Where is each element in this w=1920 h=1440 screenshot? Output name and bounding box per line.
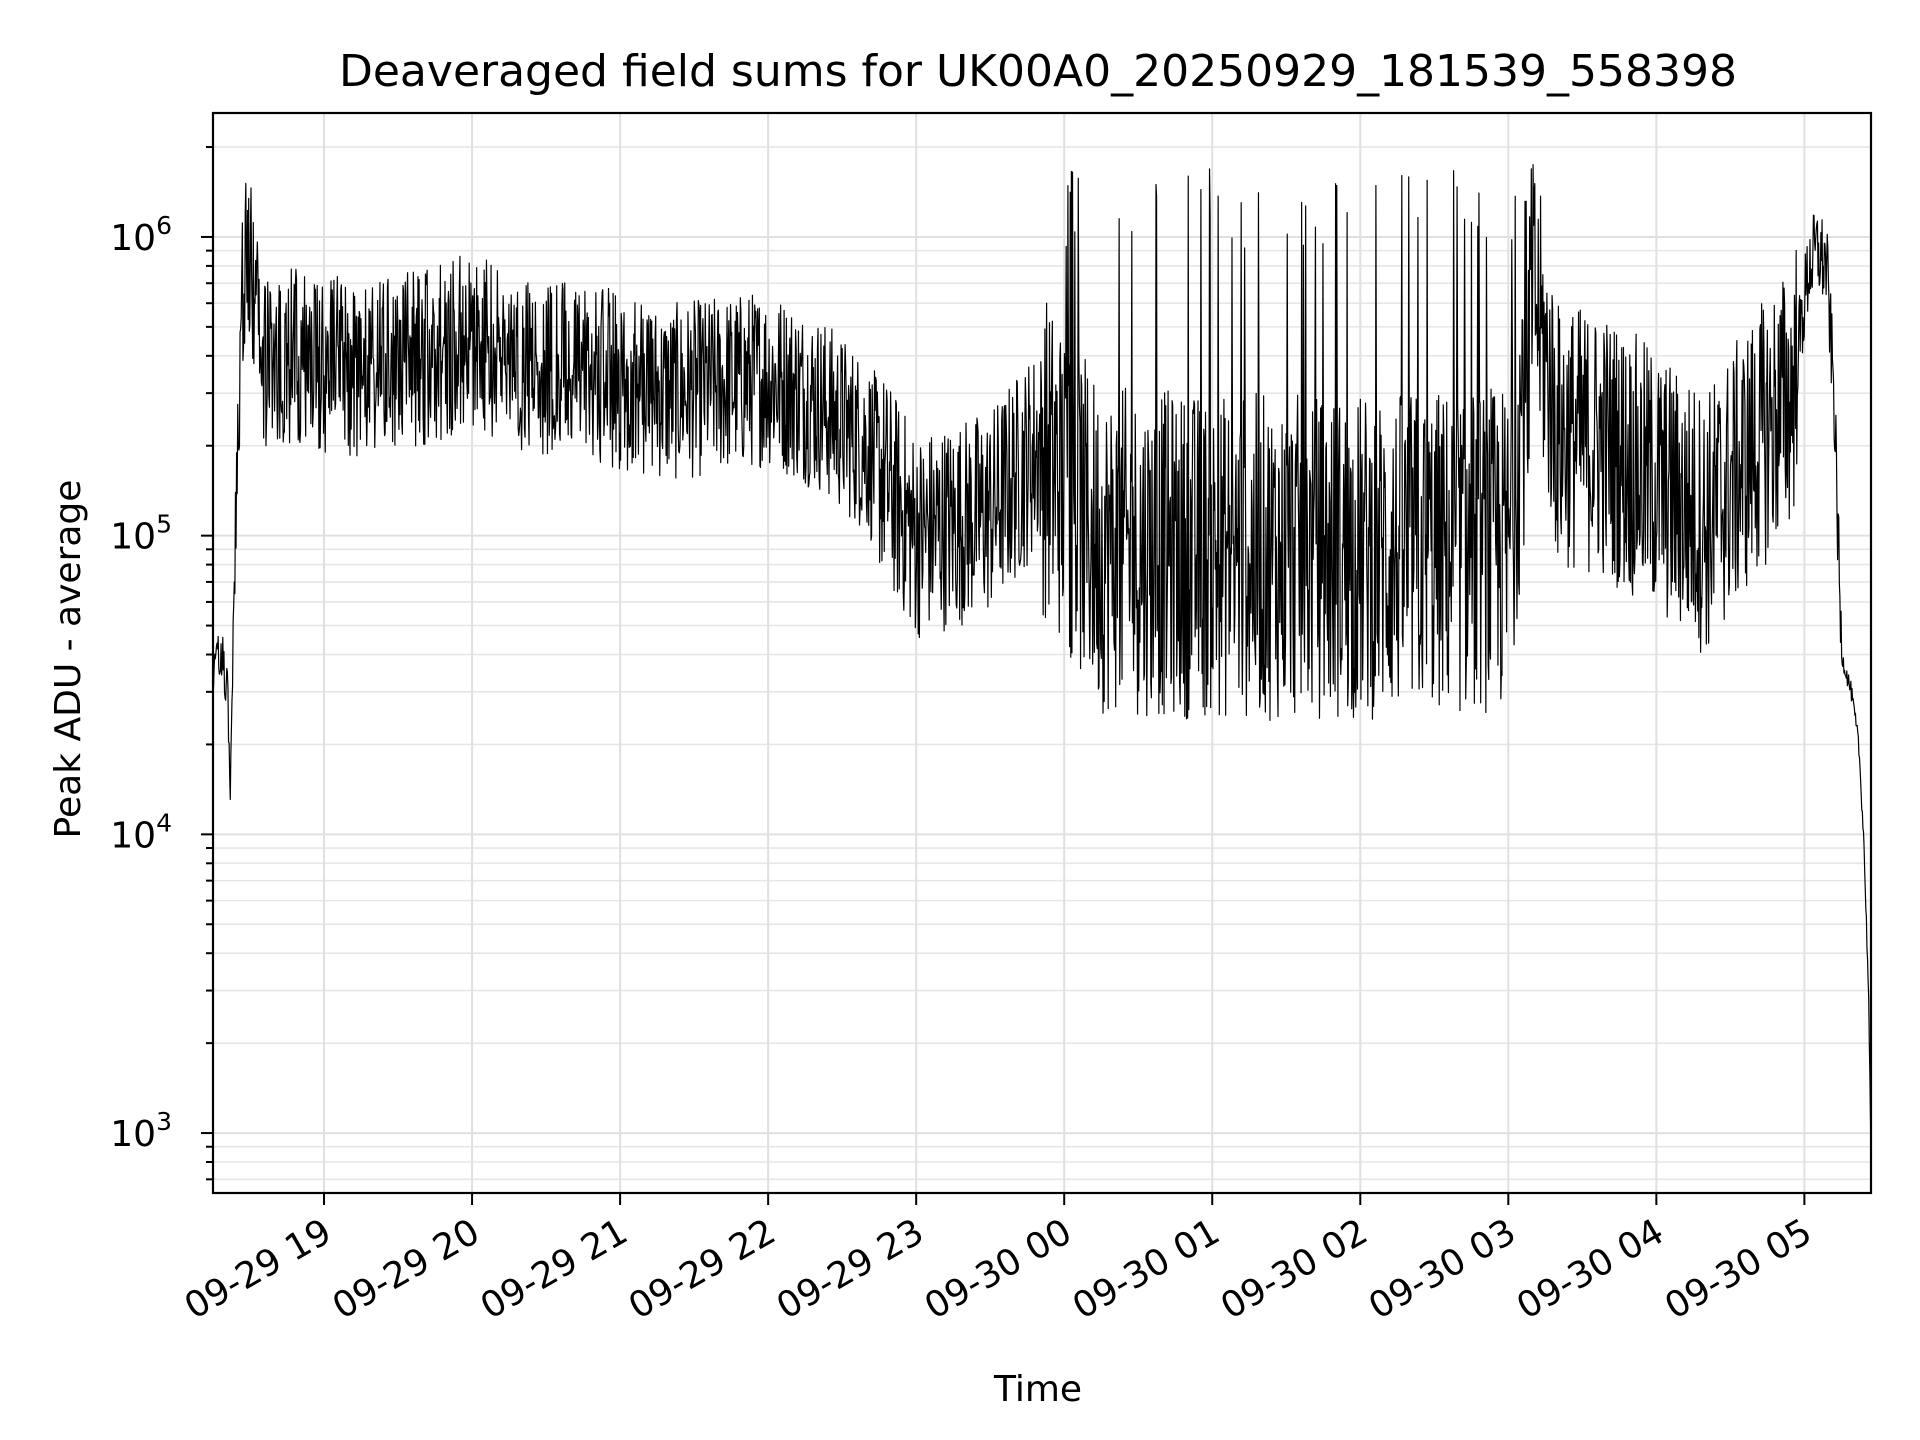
y-tick-label: 105 [110,510,172,558]
y-tick-base: 10 [110,815,156,856]
x-axis-label: Time [993,1369,1082,1410]
x-tick-label: 09-30 00 [918,1211,1079,1327]
y-tick-exponent: 3 [156,1107,172,1136]
y-tick-exponent: 5 [156,510,172,539]
x-tick-label: 09-29 19 [178,1211,339,1327]
grid [213,113,1871,1193]
series-layer [212,164,1872,1163]
y-tick-exponent: 6 [156,211,172,240]
plot-frame [211,111,1873,1195]
x-tick-label: 09-29 22 [622,1211,783,1327]
chart-title: Deaveraged field sums for UK00A0_2025092… [339,46,1737,97]
x-tick-label: 09-29 23 [770,1211,931,1327]
y-tick-exponent: 4 [156,808,172,837]
x-tick-label: 09-29 20 [326,1211,487,1327]
y-tick-base: 10 [110,1114,156,1155]
x-tick-label: 09-30 05 [1658,1211,1819,1327]
y-tick-label: 106 [110,211,172,259]
x-tick-label: 09-29 21 [474,1211,635,1327]
y-axis-label: Peak ADU - average [48,480,89,839]
y-tick-label: 104 [110,808,172,856]
x-tick-label: 09-30 02 [1214,1211,1375,1327]
y-tick-base: 10 [110,517,156,558]
series-line [212,164,1872,1163]
y-tick-base: 10 [110,218,156,259]
x-tick-label: 09-30 03 [1362,1211,1523,1327]
y-tick-label: 103 [110,1107,172,1155]
x-tick-label: 09-30 04 [1510,1211,1671,1327]
x-tick-label: 09-30 01 [1066,1211,1227,1327]
